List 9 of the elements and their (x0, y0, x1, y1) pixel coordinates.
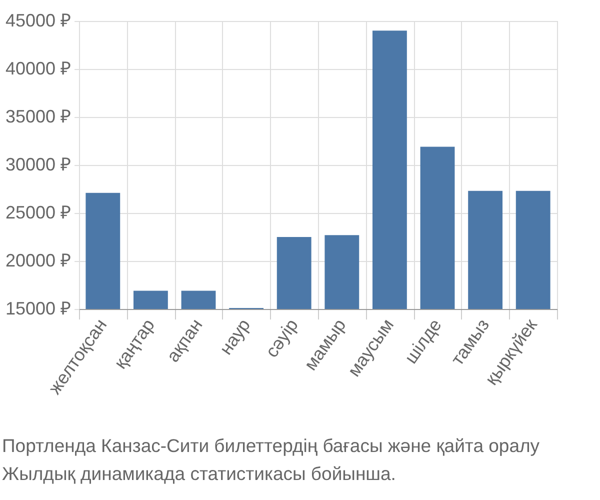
text: Жылдық динамикада статистикасы бойынша. (2, 462, 397, 486)
y-tick-label: 20000 ₽ (5, 250, 70, 270)
y-tick-label: 30000 ₽ (5, 154, 70, 174)
y-tick-label: 45000 ₽ (5, 10, 70, 30)
y-tick-label: 35000 ₽ (5, 106, 70, 126)
y-tick-label: 15000 ₽ (5, 298, 70, 318)
y-tick-label: 40000 ₽ (5, 58, 70, 78)
text: Портленда Канзас-Сити билеттердің бағасы және қайта оралу (2, 434, 540, 458)
y-tick-label: 25000 ₽ (5, 202, 70, 222)
